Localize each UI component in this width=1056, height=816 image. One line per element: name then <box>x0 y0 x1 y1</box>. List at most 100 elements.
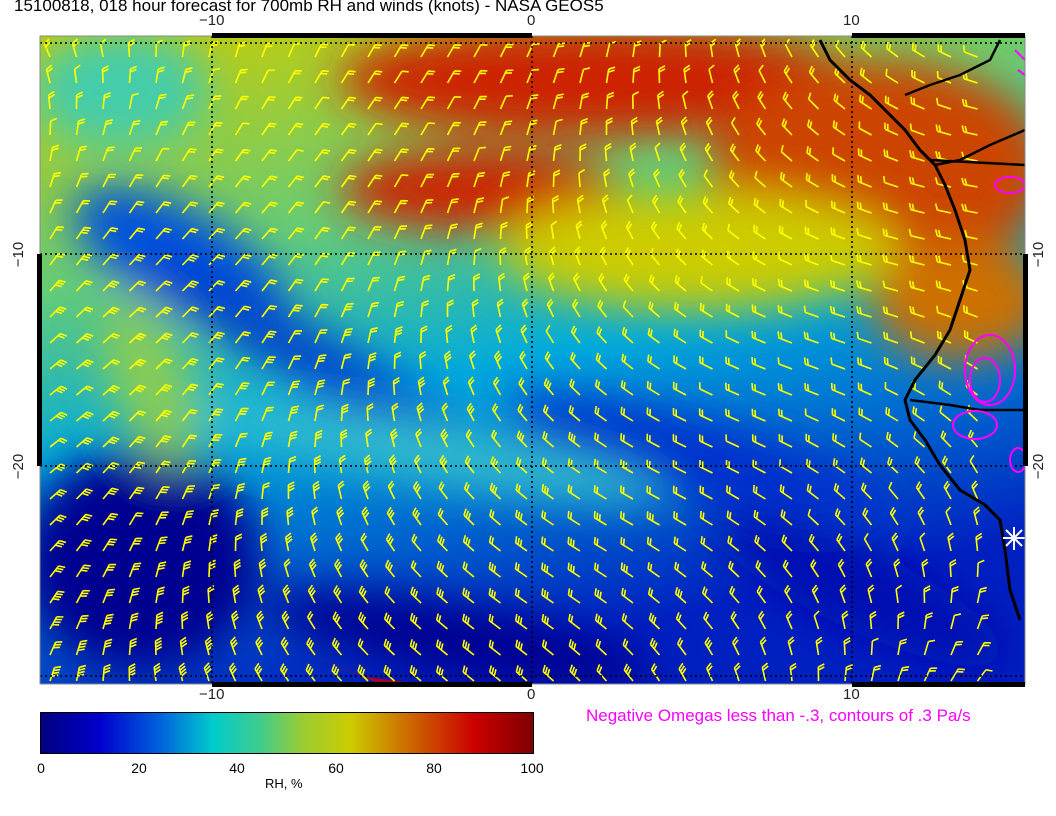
wind-barb <box>806 119 820 136</box>
wind-barb <box>228 662 237 682</box>
wind-barb <box>621 587 634 604</box>
wind-barb <box>207 584 215 604</box>
wind-barb <box>856 228 872 240</box>
wind-barb <box>971 480 979 500</box>
wind-barb <box>514 588 528 604</box>
wind-barb <box>155 254 173 266</box>
wind-barb <box>340 122 357 136</box>
wind-barb <box>420 173 435 188</box>
wind-barb <box>155 586 165 604</box>
wind-barb <box>568 431 581 448</box>
wind-barb <box>128 384 147 396</box>
wind-barb <box>75 488 93 500</box>
wind-barb <box>514 562 528 578</box>
wind-barb <box>203 662 212 682</box>
wind-barb <box>280 636 290 656</box>
wind-barb <box>181 201 199 214</box>
wind-barb <box>945 506 952 526</box>
wind-barb <box>541 510 554 526</box>
wind-barb <box>73 64 81 84</box>
wind-barb <box>727 223 740 240</box>
wind-barb <box>463 508 475 526</box>
wind-barb <box>915 481 926 500</box>
wind-barb <box>229 636 238 656</box>
wind-barb <box>471 298 479 318</box>
wind-barb <box>909 150 925 162</box>
wind-barb <box>751 434 766 448</box>
wind-barb <box>673 328 687 344</box>
wind-barb <box>499 196 510 214</box>
wind-barb <box>234 382 250 396</box>
wind-barb <box>567 510 581 526</box>
wind-barb <box>438 481 449 500</box>
wind-barb <box>803 331 819 344</box>
wind-barb <box>75 589 90 604</box>
wind-barb <box>208 382 224 396</box>
wind-barb <box>314 175 331 188</box>
wind-barb <box>923 667 938 682</box>
station-marker-icon <box>1003 527 1025 550</box>
wind-barb <box>311 506 319 526</box>
wind-barb <box>420 96 436 110</box>
wind-barb <box>884 122 899 136</box>
wind-barb <box>804 383 819 396</box>
wind-barb <box>154 637 163 656</box>
wind-barb <box>860 482 873 500</box>
wind-barb <box>597 299 608 318</box>
wind-barb <box>756 117 767 136</box>
wind-barb <box>673 302 687 318</box>
wind-barb <box>699 460 713 474</box>
wind-barb <box>751 382 766 396</box>
wind-barb <box>314 43 328 58</box>
wind-barb <box>287 481 295 500</box>
wind-barb <box>830 253 846 266</box>
wind-barb <box>314 70 329 84</box>
wind-barb <box>594 379 608 396</box>
wind-barb <box>914 456 926 474</box>
wind-barb <box>473 171 486 188</box>
wind-barb <box>470 324 478 344</box>
wind-barb <box>49 565 66 578</box>
wind-barb <box>518 377 528 396</box>
wind-barb <box>309 532 318 552</box>
wind-barb <box>757 91 767 110</box>
wind-barb <box>179 636 188 656</box>
wind-barb <box>596 326 608 344</box>
wind-barb <box>908 254 925 266</box>
wind-barb <box>261 381 275 396</box>
wind-barb <box>181 434 197 448</box>
wind-barb <box>976 559 985 578</box>
wind-barb <box>552 67 565 84</box>
wind-barb <box>836 533 846 552</box>
wind-barb <box>415 428 423 448</box>
wind-barb <box>519 350 528 370</box>
wind-barb <box>651 194 661 214</box>
wind-barb <box>155 460 171 474</box>
wind-barb <box>287 227 304 240</box>
wind-barb <box>102 638 113 656</box>
wind-barb <box>234 175 251 188</box>
wind-barb <box>384 559 396 578</box>
wind-barb <box>832 120 846 136</box>
wind-barb <box>884 95 899 110</box>
wind-barb <box>416 402 425 422</box>
wind-barb <box>314 278 330 292</box>
wind-barb <box>287 455 297 474</box>
wind-barb <box>620 511 634 526</box>
wind-barb <box>897 666 910 682</box>
wind-barb <box>340 403 349 422</box>
wind-barb <box>75 145 88 162</box>
wind-barb <box>155 332 173 344</box>
wind-barb <box>545 324 555 344</box>
wind-barb <box>622 638 634 656</box>
wind-barb <box>701 586 714 604</box>
wind-barb <box>568 405 581 422</box>
wind-barb <box>102 436 120 448</box>
wind-barb <box>340 353 352 370</box>
wind-barb <box>517 403 528 422</box>
wind-barb <box>367 200 383 214</box>
wind-barb <box>935 254 952 266</box>
wind-barb <box>128 174 144 188</box>
chart-title: 15100818, 018 hour forecast for 700mb RH… <box>14 0 604 15</box>
wind-barb <box>420 224 433 240</box>
